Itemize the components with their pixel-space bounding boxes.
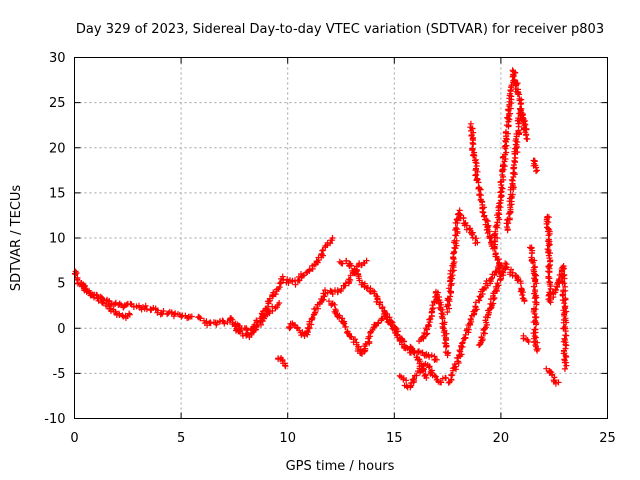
series-markers bbox=[275, 355, 289, 370]
series-track-i bbox=[439, 262, 504, 386]
series-markers bbox=[476, 260, 528, 349]
grid bbox=[74, 57, 608, 419]
y-tick-label: 10 bbox=[49, 232, 66, 247]
series-track-r bbox=[520, 332, 532, 345]
series-markers bbox=[491, 67, 531, 250]
series-markers bbox=[543, 365, 562, 387]
series-track-b bbox=[227, 300, 283, 341]
data-series bbox=[71, 67, 570, 391]
series-markers bbox=[336, 257, 430, 381]
series-markers bbox=[416, 288, 452, 359]
plot-frame bbox=[74, 57, 608, 419]
x-tick-label: 10 bbox=[279, 431, 296, 446]
series-track-n bbox=[476, 260, 528, 349]
series-track-l bbox=[491, 67, 531, 250]
y-tick-labels: -10 -5 0 5 10 15 20 25 30 bbox=[44, 51, 65, 427]
series-markers bbox=[78, 280, 133, 321]
y-tick-label: 0 bbox=[57, 322, 65, 337]
y-axis-label: SDTVAR / TECUs bbox=[9, 185, 24, 292]
series-markers bbox=[467, 120, 504, 278]
series-markers bbox=[520, 332, 532, 345]
series-track-k bbox=[467, 120, 504, 278]
series-track-s bbox=[543, 365, 562, 387]
series-track-spread bbox=[78, 280, 133, 321]
x-tick-label: 20 bbox=[493, 431, 510, 446]
series-track-j bbox=[443, 207, 481, 316]
series-track-m bbox=[503, 109, 530, 234]
y-tick-label: 25 bbox=[49, 96, 66, 111]
y-tick-label: 15 bbox=[49, 186, 66, 201]
series-markers bbox=[195, 235, 336, 338]
y-tick-label: -5 bbox=[53, 367, 66, 382]
series-markers bbox=[527, 244, 541, 354]
x-tick-labels: 0 5 10 15 20 25 bbox=[70, 431, 615, 446]
y-tick-label: 20 bbox=[49, 141, 66, 156]
y-tick-label: -10 bbox=[44, 412, 65, 427]
series-markers bbox=[503, 109, 530, 234]
x-axis-label: GPS time / hours bbox=[286, 459, 395, 474]
series-track-g bbox=[396, 360, 445, 391]
x-tick-label: 25 bbox=[599, 431, 616, 446]
chart-title: Day 329 of 2023, Sidereal Day-to-day VTE… bbox=[76, 22, 604, 37]
x-tick-label: 0 bbox=[70, 431, 78, 446]
series-markers bbox=[443, 207, 481, 316]
series-track-h bbox=[416, 288, 452, 359]
y-tick-label: 5 bbox=[57, 277, 65, 292]
series-track-o bbox=[530, 157, 541, 175]
series-markers bbox=[439, 262, 504, 386]
series-markers bbox=[227, 300, 283, 341]
series-track-q bbox=[543, 213, 570, 372]
series-track-c bbox=[275, 355, 289, 370]
series-track-p bbox=[527, 244, 541, 354]
series-markers bbox=[396, 360, 445, 391]
x-tick-label: 15 bbox=[386, 431, 403, 446]
series-markers bbox=[543, 213, 570, 372]
x-tick-label: 5 bbox=[177, 431, 185, 446]
series-track-a bbox=[195, 235, 336, 338]
y-tick-label: 30 bbox=[49, 51, 66, 66]
series-track-f bbox=[336, 257, 430, 381]
series-markers bbox=[530, 157, 541, 175]
